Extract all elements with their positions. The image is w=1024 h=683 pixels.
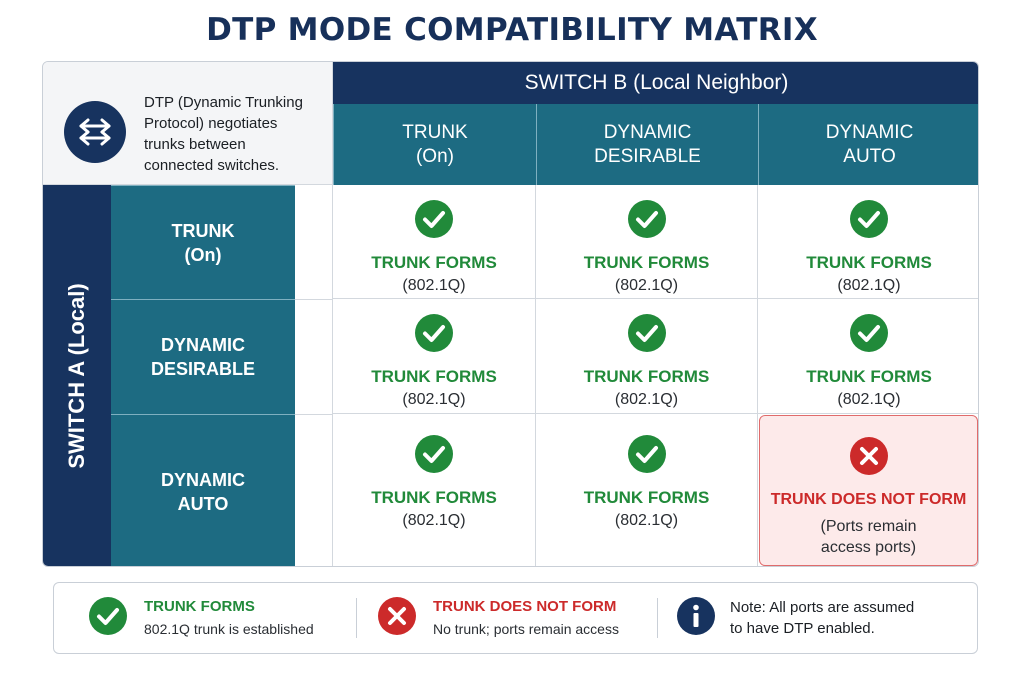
matrix-cell: TRUNK FORMS (802.1Q) (333, 185, 536, 299)
check-circle-icon (627, 199, 667, 244)
legend-item-fail: TRUNK DOES NOT FORM No trunk; ports rema… (377, 583, 619, 653)
legend-note-line: to have DTP enabled. (730, 620, 875, 637)
legend-item-success: TRUNK FORMS 802.1Q trunk is established (88, 583, 314, 653)
matrix-cell: TRUNK FORMS (802.1Q) (758, 185, 978, 299)
row-header-line: DYNAMIC (160, 335, 245, 355)
column-header-line: DESIRABLE (594, 145, 701, 167)
row-header-line: DYNAMIC (161, 469, 245, 490)
legend-title: TRUNK FORMS (144, 598, 255, 615)
x-circle-icon (849, 436, 889, 481)
check-circle-icon (414, 434, 454, 479)
cell-result: TRUNK FORMS (371, 488, 497, 507)
legend-description: 802.1Q trunk is established (144, 621, 314, 637)
divider (295, 299, 333, 300)
row-header-line: AUTO (177, 493, 229, 514)
check-circle-icon (627, 434, 667, 479)
info-line: trunks between (144, 136, 246, 153)
cell-detail-line: access ports) (820, 539, 917, 556)
row-header-line: (On) (184, 244, 222, 265)
legend-divider (356, 598, 357, 638)
column-header-dynamic-desirable: DYNAMIC DESIRABLE (536, 104, 758, 185)
info-circle-icon (676, 596, 716, 641)
matrix-cell: TRUNK FORMS (802.1Q) (333, 299, 536, 414)
check-circle-icon (849, 313, 889, 358)
row-header-trunk: TRUNK (On) (111, 185, 295, 299)
info-description: DTP (Dynamic Trunking Protocol) negotiat… (144, 92, 329, 176)
matrix-cell-no-trunk: TRUNK DOES NOT FORM (Ports remain access… (759, 415, 978, 566)
row-header-line: TRUNK (171, 220, 235, 241)
row-header-dynamic-desirable: DYNAMIC DESIRABLE (111, 299, 295, 414)
cell-result: TRUNK FORMS (583, 488, 710, 507)
column-header-dynamic-auto: DYNAMIC AUTO (758, 104, 978, 185)
column-header-line: DYNAMIC (603, 121, 692, 143)
matrix-cell: TRUNK FORMS (802.1Q) (536, 414, 758, 566)
legend-note-line: Note: All ports are assumed (730, 599, 915, 616)
check-circle-icon (88, 596, 128, 641)
cell-detail: (802.1Q) (614, 391, 679, 408)
cell-detail: (802.1Q) (837, 277, 901, 294)
cell-result: TRUNK FORMS (806, 367, 932, 386)
compatibility-matrix: DTP (Dynamic Trunking Protocol) negotiat… (42, 61, 979, 567)
legend-note: Note: All ports are assumed to have DTP … (730, 597, 914, 639)
cell-result: TRUNK FORMS (806, 253, 932, 272)
x-circle-icon (377, 596, 417, 641)
check-circle-icon (414, 313, 454, 358)
legend-title: TRUNK DOES NOT FORM (433, 598, 617, 615)
matrix-cell: TRUNK FORMS (802.1Q) (536, 299, 758, 414)
legend-divider (657, 598, 658, 638)
divider (295, 414, 333, 415)
cell-detail-line: (Ports remain (820, 518, 917, 535)
info-box: DTP (Dynamic Trunking Protocol) negotiat… (43, 62, 333, 185)
switch-a-header: SWITCH A (Local) (43, 185, 111, 566)
cell-detail: (802.1Q) (402, 391, 466, 408)
row-header-dynamic-auto: DYNAMIC AUTO (111, 414, 295, 566)
info-line: Protocol) negotiates (144, 115, 278, 132)
switch-a-label: SWITCH A (Local) (64, 283, 89, 469)
legend: TRUNK FORMS 802.1Q trunk is established … (53, 582, 978, 654)
cell-detail: (802.1Q) (402, 512, 466, 529)
spacer-column (295, 185, 333, 566)
cell-detail: (802.1Q) (614, 512, 679, 529)
cell-detail: (802.1Q) (402, 277, 466, 294)
cell-detail: (802.1Q) (837, 391, 901, 408)
matrix-cell: TRUNK FORMS (802.1Q) (333, 414, 536, 566)
cell-detail: (802.1Q) (614, 277, 679, 294)
info-line: DTP (Dynamic Trunking (144, 94, 303, 111)
legend-description: No trunk; ports remain access (433, 621, 619, 637)
column-header-line: AUTO (843, 145, 896, 167)
network-switch-arrows-icon (64, 101, 126, 163)
cell-detail: (Ports remain access ports) (820, 516, 916, 558)
check-circle-icon (849, 199, 889, 244)
switch-b-header: SWITCH B (Local Neighbor) (333, 62, 978, 104)
page-title: DTP MODE COMPATIBILITY MATRIX (206, 12, 818, 48)
row-header-line: DESIRABLE (150, 359, 255, 379)
check-circle-icon (627, 313, 667, 358)
cell-result: TRUNK FORMS (583, 253, 710, 272)
matrix-cell: TRUNK FORMS (802.1Q) (758, 299, 978, 414)
cell-result: TRUNK DOES NOT FORM (770, 491, 967, 508)
check-circle-icon (414, 199, 454, 244)
cell-result: TRUNK FORMS (583, 367, 710, 386)
matrix-cell: TRUNK FORMS (802.1Q) (536, 185, 758, 299)
cell-result: TRUNK FORMS (371, 367, 497, 386)
column-header-line: (On) (415, 145, 454, 167)
column-header-line: DYNAMIC (825, 121, 914, 143)
info-line: connected switches. (144, 157, 280, 174)
legend-item-note: Note: All ports are assumed to have DTP … (676, 583, 914, 653)
cell-result: TRUNK FORMS (371, 253, 497, 272)
column-header-trunk: TRUNK (On) (333, 104, 536, 185)
column-header-line: TRUNK (402, 121, 468, 143)
